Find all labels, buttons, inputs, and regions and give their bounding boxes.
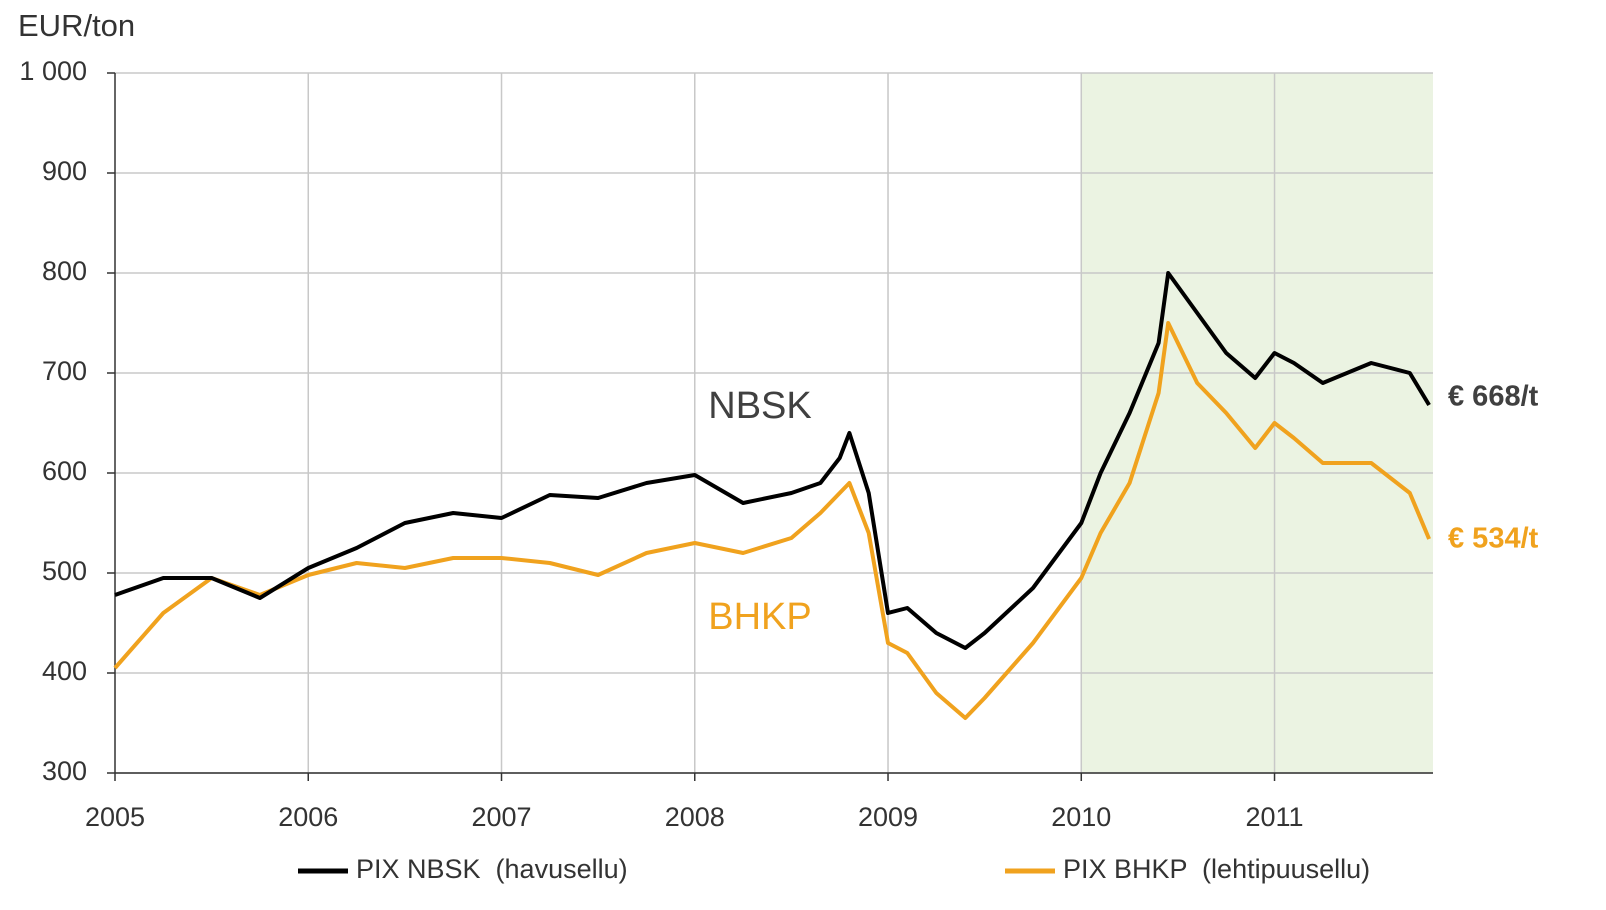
series-annotation: BHKP [708,596,811,638]
y-tick-label: 400 [42,656,87,686]
y-tick-label: 500 [42,556,87,586]
y-tick-label: 700 [42,356,87,386]
shaded-region [1081,73,1433,773]
x-tick-label: 2005 [85,802,145,832]
y-tick-label: 900 [42,156,87,186]
x-tick-label: 2007 [471,802,531,832]
x-tick-label: 2008 [665,802,725,832]
y-axis-label: EUR/ton [18,8,135,43]
y-tick-label: 1 000 [19,56,87,86]
x-tick-label: 2010 [1051,802,1111,832]
x-tick-label: 2006 [278,802,338,832]
series-line [113,321,1431,720]
end-value-label: € 668/t [1448,381,1539,413]
y-tick-label: 300 [42,756,87,786]
series-annotation: NBSK [708,385,811,427]
x-tick-label: 2011 [1245,802,1303,832]
legend-label: PIX NBSK (havusellu) [356,854,628,884]
series-line [114,271,1431,650]
y-tick-label: 800 [42,256,87,286]
end-value-label: € 534/t [1448,523,1539,555]
y-tick-label: 600 [42,456,87,486]
legend-label: PIX BHKP (lehtipuusellu) [1063,854,1370,884]
x-tick-label: 2009 [858,802,918,832]
